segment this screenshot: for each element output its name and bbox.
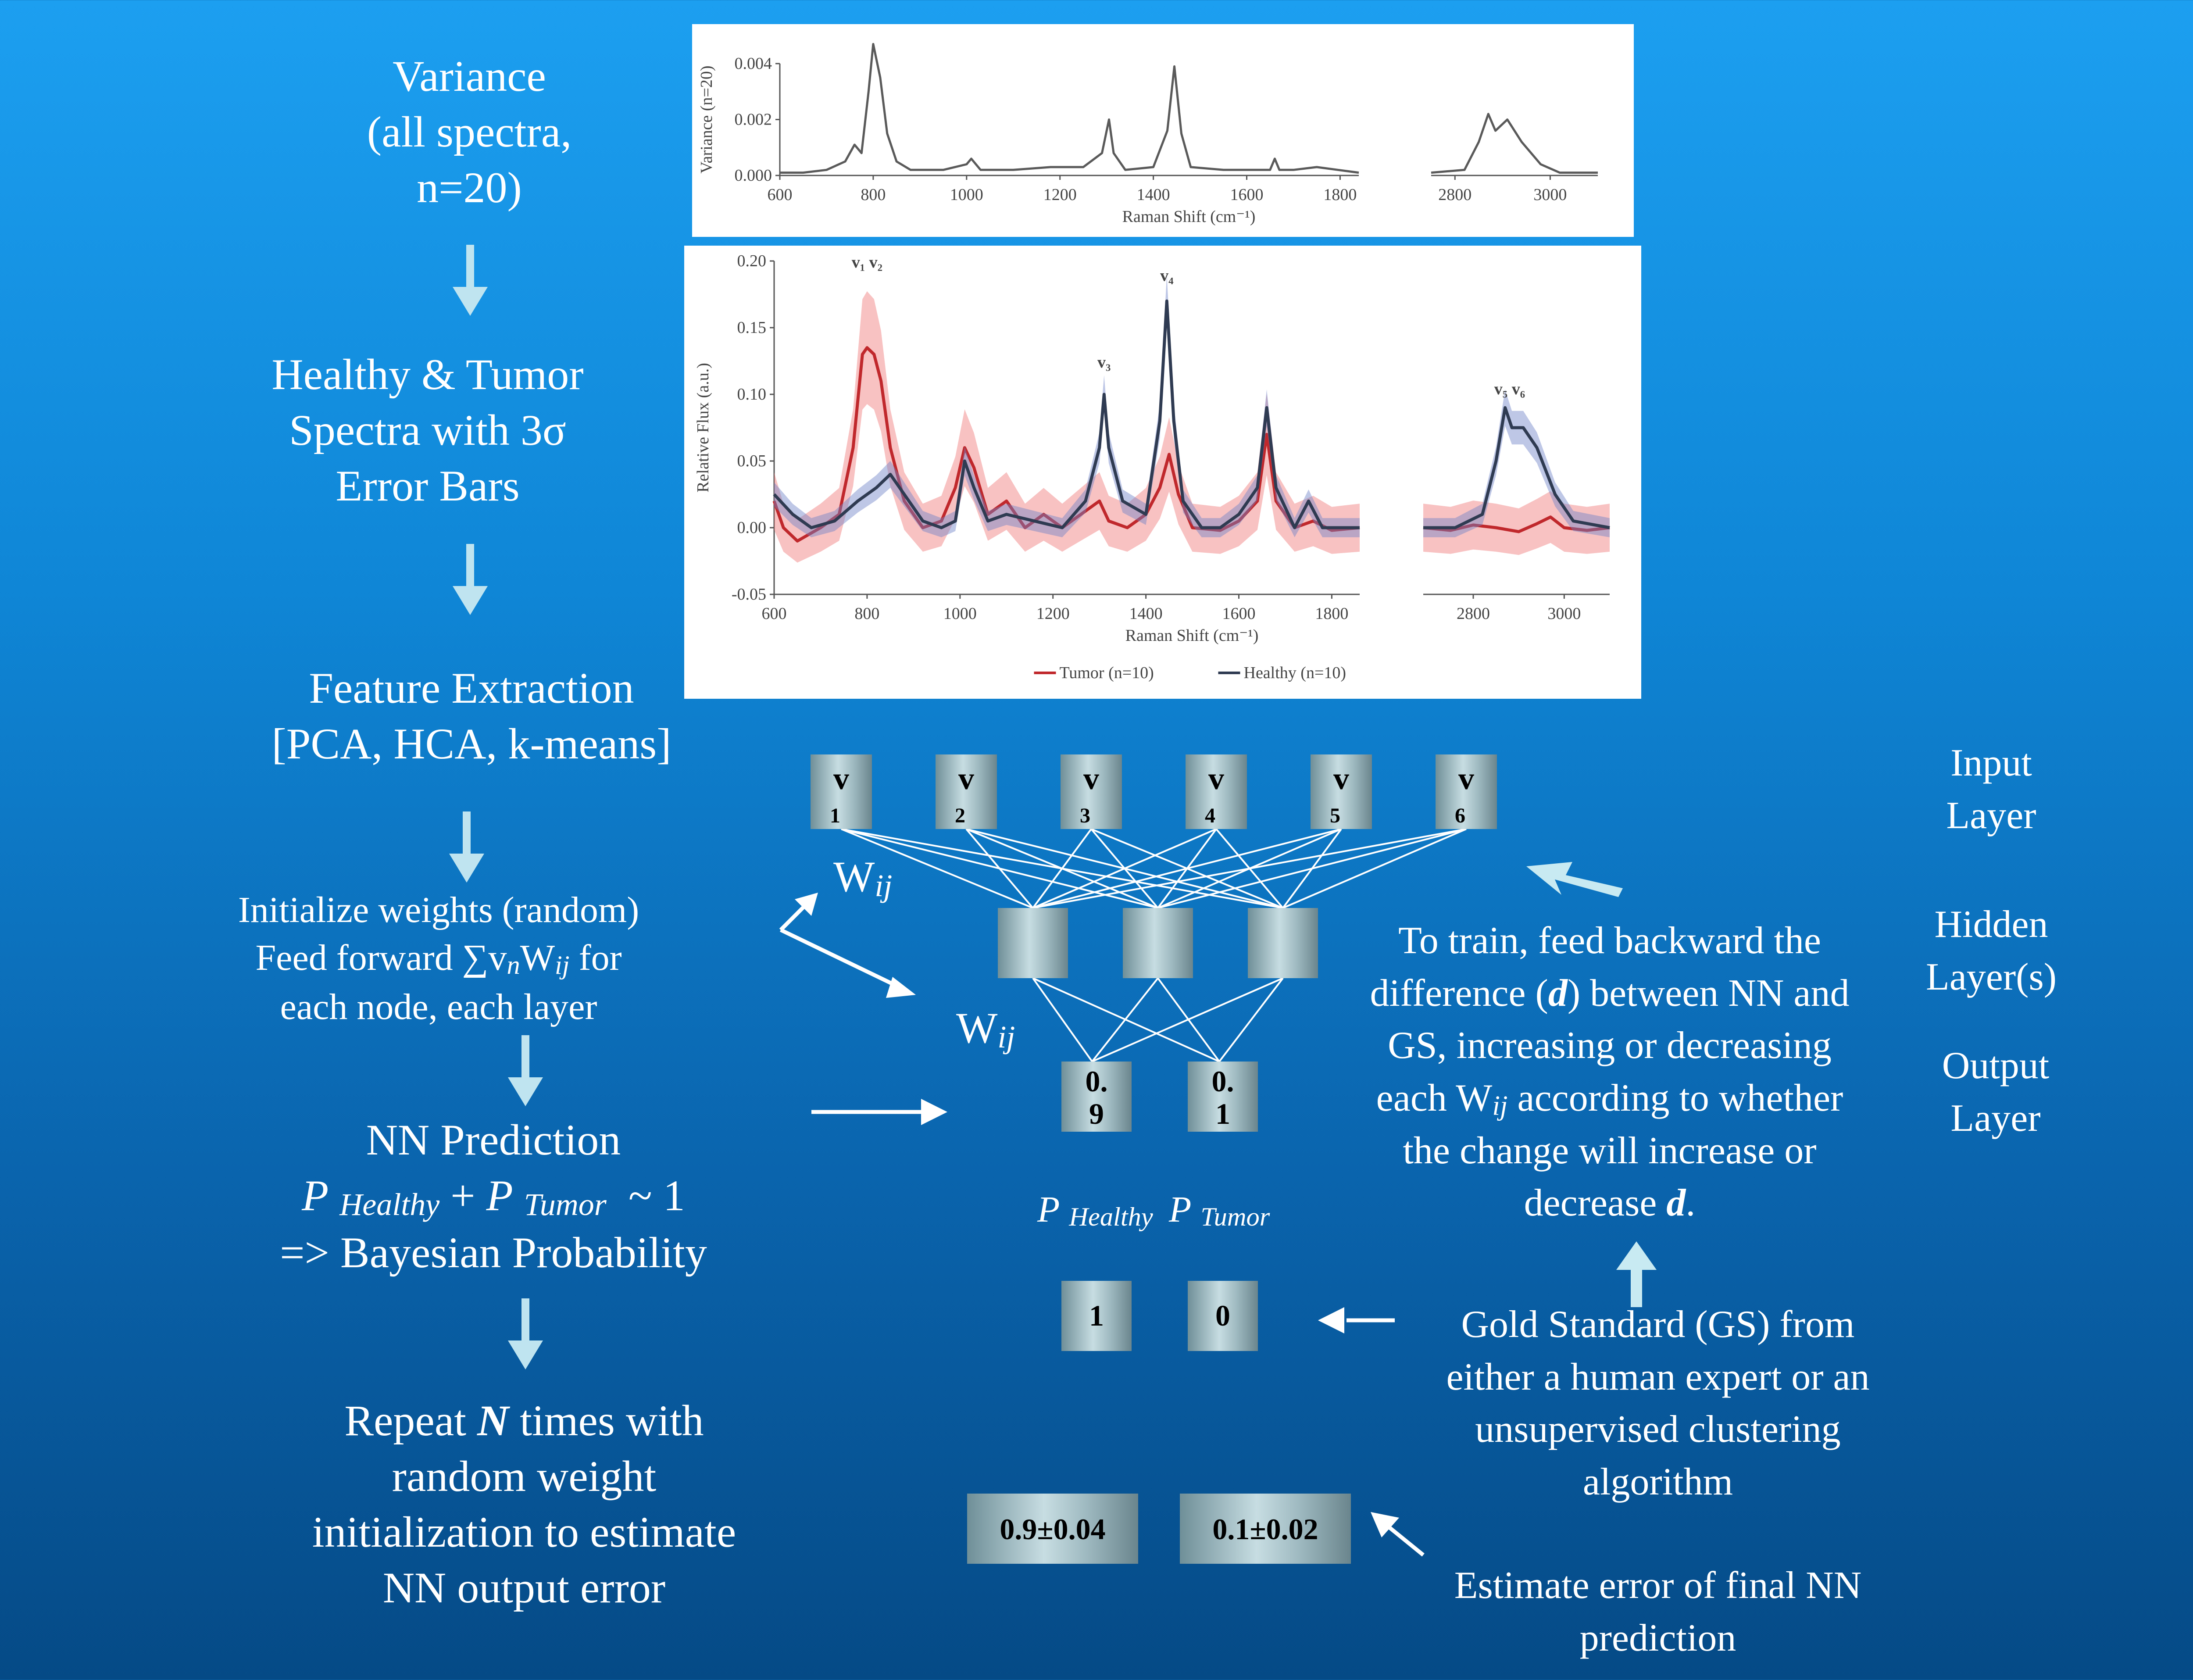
series-line	[773, 299, 1360, 529]
error-band	[1423, 389, 1610, 537]
final-node-tumor: 0.1±0.02	[1180, 1494, 1351, 1564]
spectra-chart-svg: -0.05 0.00 0.05 0.10 0.15 0.20 600 800 1000 1200 1…	[694, 252, 1610, 682]
y-tick-label: 0.00	[737, 518, 767, 537]
hidden-node	[1123, 908, 1193, 978]
legend-label: Healthy (n=10)	[1244, 664, 1347, 682]
nn-prediction-label: NN Prediction P Healthy + P Tumor ~ 1 =>…	[280, 1115, 707, 1277]
y-tick-label: 0.15	[737, 318, 767, 337]
hidden-node	[1248, 908, 1318, 978]
x-tick-label: 800	[861, 186, 886, 204]
series-line	[1423, 515, 1610, 533]
x-tick-label: 600	[762, 604, 787, 623]
x-tick-label: 3000	[1533, 186, 1567, 204]
series-line	[1431, 113, 1598, 174]
x-tick-label: 1600	[1222, 604, 1256, 623]
x-tick-label: 1800	[1323, 186, 1357, 204]
input-node-v1: v 1	[811, 754, 872, 829]
repeat-label: Repeat N times with random weight initia…	[312, 1396, 736, 1612]
error-band	[774, 275, 1360, 537]
p-healthy-label: P Healthy	[1037, 1189, 1153, 1232]
peak-annotation: v₃	[1097, 353, 1111, 372]
variance-chart-svg: 0.000 0.002 0.004 600 800 1000 1200 1400 1600 180…	[697, 43, 1598, 226]
legend-label: Tumor (n=10)	[1060, 664, 1154, 682]
output-layer-label: Output Layer	[1942, 1044, 2050, 1140]
gold-node-healthy: 1	[1061, 1281, 1132, 1351]
input-node-v4: v 4	[1186, 754, 1247, 829]
error-band	[774, 291, 1360, 563]
x-tick-label: 1600	[1230, 186, 1264, 204]
series-line	[1423, 406, 1610, 529]
input-node-v5: v 5	[1311, 754, 1372, 829]
initialize-weights-label: Initialize weights (random) Feed forward…	[238, 890, 639, 1027]
y-tick-label: 0.000	[735, 166, 772, 185]
variance-chart: 0.000 0.002 0.004 600 800 1000 1200 1400 1600 180…	[692, 24, 1634, 237]
x-tick-label: 800	[854, 604, 879, 623]
x-tick-label: 1800	[1315, 604, 1348, 623]
input-node-v2: v 2	[936, 754, 997, 829]
variance-label: Variance (all spectra, n=20)	[367, 52, 572, 212]
y-axis-label: Relative Flux (a.u.)	[694, 363, 712, 492]
y-tick-label: 0.20	[737, 252, 767, 270]
x-axis-label: Raman Shift (cm⁻¹)	[1125, 626, 1259, 645]
hidden-node	[998, 908, 1068, 978]
peak-annotation: v₄	[1160, 267, 1174, 285]
spectra-label: Healthy & Tumor Spectra with 3σ Error Ba…	[271, 350, 584, 510]
gold-node-tumor: 0	[1188, 1281, 1258, 1351]
y-tick-label: 0.05	[737, 452, 767, 470]
y-axis-label: Variance (n=20)	[697, 65, 716, 173]
y-tick-label: 0.004	[735, 54, 772, 73]
feature-extraction-label: Feature Extraction [PCA, HCA, k-means]	[271, 664, 671, 768]
x-tick-label: 1200	[1043, 186, 1077, 204]
final-node-healthy: 0.9±0.04	[967, 1494, 1138, 1564]
estimate-error-note: Estimate error of final NN prediction	[1454, 1564, 1862, 1659]
x-tick-label: 2800	[1438, 186, 1472, 204]
weight-label-top: Wij	[833, 852, 893, 903]
x-tick-label: 600	[768, 186, 793, 204]
weight-label-bottom: Wij	[956, 1004, 1015, 1054]
gold-standard-note: Gold Standard (GS) from either a human e…	[1446, 1303, 1870, 1504]
output-node-tumor: 0. 1	[1188, 1062, 1258, 1132]
input-node-v6: v 6	[1436, 754, 1497, 829]
x-tick-label: 1000	[943, 604, 977, 623]
output-node-healthy: 0. 9	[1061, 1062, 1132, 1132]
input-node-v3: v 3	[1061, 754, 1122, 829]
x-tick-label: 3000	[1547, 604, 1581, 623]
training-note: To train, feed backward the difference (…	[1370, 919, 1850, 1225]
x-axis-label: Raman Shift (cm⁻¹)	[1122, 207, 1256, 226]
x-tick-label: 1000	[950, 186, 983, 204]
x-tick-label: 2800	[1457, 604, 1490, 623]
x-tick-label: 1400	[1129, 604, 1163, 623]
x-tick-label: 1400	[1137, 186, 1170, 204]
input-layer-label: Input Layer	[1946, 742, 2036, 837]
y-tick-label: 0.10	[737, 385, 767, 404]
y-tick-label: 0.002	[735, 111, 772, 129]
p-tumor-label: P Tumor	[1169, 1189, 1270, 1232]
peak-annotation: v₅ v₆	[1494, 380, 1525, 398]
series-line	[780, 43, 1359, 174]
y-tick-label: -0.05	[732, 585, 766, 604]
peak-annotation: v₁ v₂	[852, 253, 882, 272]
x-tick-label: 1200	[1036, 604, 1070, 623]
spectra-chart: -0.05 0.00 0.05 0.10 0.15 0.20 600 800 1000 1200 1…	[684, 246, 1641, 699]
hidden-layer-label: Hidden Layer(s)	[1925, 903, 2057, 998]
